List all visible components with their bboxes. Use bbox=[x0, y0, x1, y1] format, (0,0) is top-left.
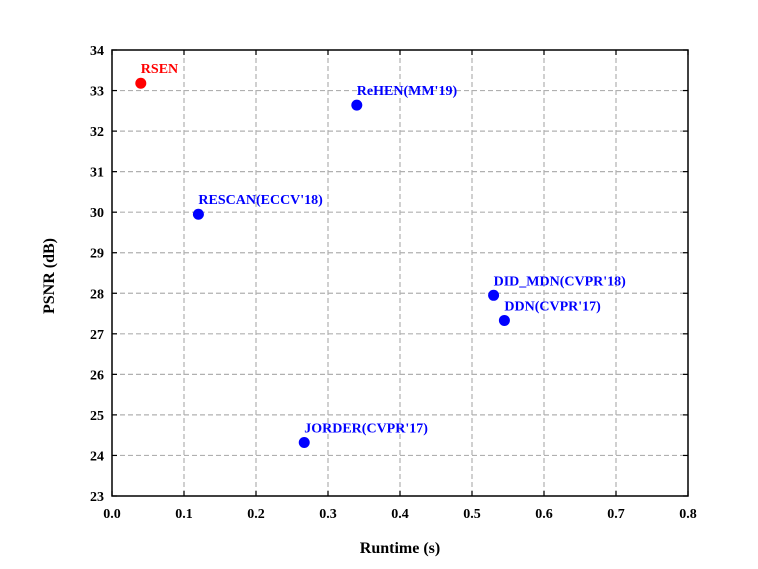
axes bbox=[111, 49, 689, 497]
data-point bbox=[135, 77, 147, 89]
data-point bbox=[498, 314, 510, 326]
data-point bbox=[488, 289, 500, 301]
data-point-label: DDN(CVPR'17) bbox=[504, 299, 601, 314]
x-tick-label: 0.7 bbox=[607, 507, 625, 522]
y-tick-label: 31 bbox=[90, 166, 104, 181]
data-point bbox=[192, 208, 204, 220]
y-tick-label: 33 bbox=[90, 85, 104, 100]
y-tick-label: 32 bbox=[90, 125, 104, 140]
y-tick-label: 26 bbox=[90, 368, 104, 383]
x-tick-label: 0.3 bbox=[319, 507, 337, 522]
plot-frame bbox=[111, 49, 689, 497]
x-tick-label: 0.5 bbox=[463, 507, 481, 522]
x-tick-label: 0.8 bbox=[679, 507, 697, 522]
grid-lines bbox=[112, 50, 688, 496]
data-point bbox=[298, 436, 310, 448]
x-tick-label: 0.6 bbox=[535, 507, 553, 522]
y-tick-label: 27 bbox=[90, 328, 104, 343]
data-points: RSEN ReHEN(MM'19) RESCAN(ECCV'18) DID_MDN(C… bbox=[135, 62, 626, 448]
data-point-label: ReHEN(MM'19) bbox=[357, 84, 458, 99]
y-tick-label: 25 bbox=[90, 409, 104, 424]
data-point bbox=[351, 99, 363, 111]
data-point-label: JORDER(CVPR'17) bbox=[304, 421, 428, 436]
y-tick-label: 30 bbox=[90, 206, 104, 221]
x-tick-labels: 0.0 0.1 0.2 0.3 0.4 0.5 0.6 0.7 0.8 bbox=[103, 507, 697, 522]
x-tick-label: 0.4 bbox=[391, 507, 409, 522]
data-point-label: DID_MDN(CVPR'18) bbox=[494, 274, 627, 289]
x-tick-label: 0.1 bbox=[175, 507, 193, 522]
data-point-label: RSEN bbox=[141, 62, 178, 77]
x-tick-label: 0.2 bbox=[247, 507, 265, 522]
y-tick-label: 23 bbox=[90, 490, 104, 505]
y-tick-label: 29 bbox=[90, 247, 104, 262]
y-axis-label: PSNR (dB) bbox=[41, 238, 58, 314]
y-tick-labels: 23 24 25 26 27 28 29 30 31 32 33 34 bbox=[90, 44, 104, 505]
y-tick-label: 28 bbox=[90, 287, 104, 302]
y-tick-label: 24 bbox=[90, 449, 104, 464]
x-tick-label: 0.0 bbox=[103, 507, 121, 522]
y-tick-label: 34 bbox=[90, 44, 104, 59]
x-axis-label: Runtime (s) bbox=[360, 540, 440, 557]
data-point-label: RESCAN(ECCV'18) bbox=[198, 193, 323, 208]
